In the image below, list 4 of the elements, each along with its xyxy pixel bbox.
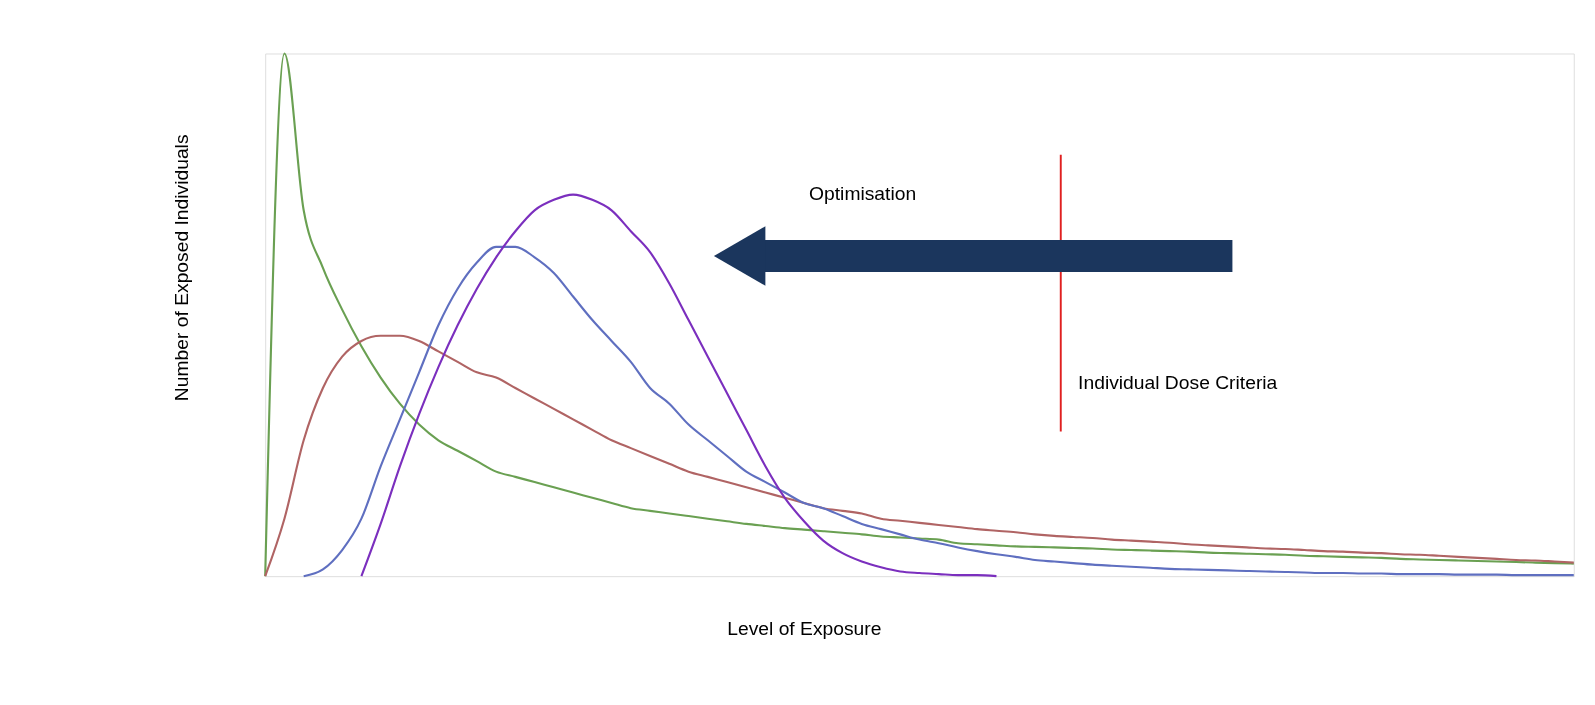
y-axis-title: Number of Exposed Individuals <box>171 134 193 402</box>
annotation: Optimisation <box>809 183 917 205</box>
x-axis-title: Level of Exposure <box>727 617 882 639</box>
annotation: Individual Dose Criteria <box>1078 372 1278 394</box>
